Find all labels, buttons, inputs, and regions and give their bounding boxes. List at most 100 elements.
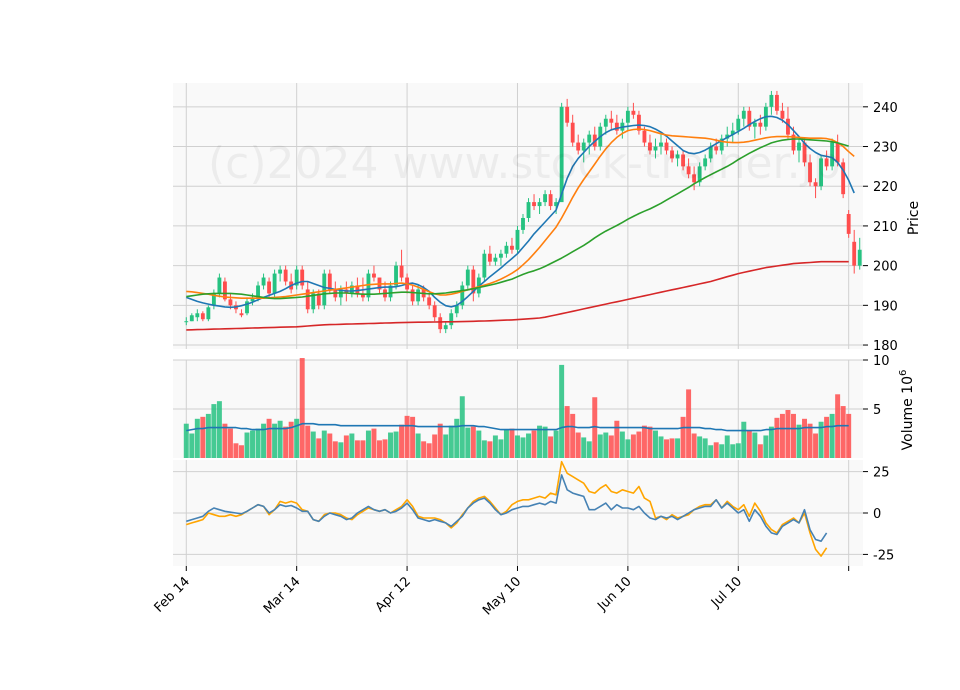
price-tick-label: 210 <box>873 220 898 235</box>
volume-bar <box>222 423 228 458</box>
volume-bar <box>592 397 598 458</box>
candle <box>708 142 713 163</box>
volume-bar <box>283 426 289 458</box>
volume-bar <box>327 433 333 458</box>
candle <box>631 102 636 119</box>
volume-bar <box>321 430 327 458</box>
candle <box>857 237 862 270</box>
candle-body <box>708 146 713 159</box>
candle <box>239 309 244 318</box>
candle-body <box>736 118 741 131</box>
candle <box>813 178 818 199</box>
candle-body <box>703 158 708 167</box>
volume-bar <box>630 434 636 458</box>
candle-body <box>537 202 542 207</box>
sma5-line <box>186 115 855 309</box>
candle-body <box>636 114 641 131</box>
volume-bar <box>244 432 250 458</box>
volume-bar <box>636 431 642 458</box>
candle-body <box>625 110 630 123</box>
candle-body <box>581 142 586 151</box>
candle <box>797 138 801 163</box>
volume-bar <box>459 396 465 458</box>
volume-bar <box>481 440 487 458</box>
volume-bar <box>266 418 272 458</box>
oscillator-tick-label: 0 <box>873 507 881 522</box>
candle-body <box>427 297 432 306</box>
candle-body <box>824 158 829 167</box>
candle-body <box>217 277 222 294</box>
candle-body <box>659 142 663 147</box>
volume-bar <box>559 364 565 458</box>
candle-body <box>305 289 310 310</box>
oscillator-tick-label: 25 <box>873 466 890 481</box>
candle-body <box>410 289 415 302</box>
volume-bar <box>840 406 846 458</box>
oscillator-tick-label: -25 <box>873 548 894 563</box>
volume-bar <box>647 426 653 458</box>
candle-body <box>681 154 686 167</box>
volume-bar <box>774 417 780 458</box>
volume-bar <box>768 426 774 458</box>
volume-bar <box>802 418 808 458</box>
candle-body <box>857 249 862 266</box>
candle-body <box>846 214 851 234</box>
candle <box>504 241 509 258</box>
candle <box>554 198 559 215</box>
candle <box>692 166 697 191</box>
price-tick-label: 230 <box>873 141 898 156</box>
volume-bar <box>354 440 360 458</box>
sma25-line <box>186 128 855 300</box>
candle-body <box>493 257 498 262</box>
candle <box>830 138 835 171</box>
candle <box>565 98 570 127</box>
candle <box>498 249 503 266</box>
candle <box>526 198 531 222</box>
volume-bar <box>708 445 714 458</box>
candle-body <box>432 305 437 318</box>
price-tick-label: 200 <box>873 260 898 275</box>
volume-bar <box>813 433 819 458</box>
candle <box>465 265 470 290</box>
volume-bar <box>735 443 741 458</box>
volume-bar <box>437 423 443 458</box>
candle-body <box>532 202 536 207</box>
candle <box>471 265 476 302</box>
volume-bar <box>443 434 449 458</box>
volume-bar <box>542 426 548 458</box>
candle <box>587 130 592 155</box>
volume-bar <box>432 434 438 458</box>
candle-body <box>786 118 790 135</box>
candle-body <box>327 273 332 290</box>
candle-body <box>355 285 360 294</box>
volume-bar <box>299 358 305 458</box>
candle-body <box>692 174 697 183</box>
candle-body <box>521 217 525 230</box>
volume-bar <box>724 435 730 458</box>
candle <box>189 313 194 322</box>
candle-body <box>206 307 211 320</box>
watermark: (c)2024 www.stock-trainer.jp <box>208 138 841 189</box>
candle <box>300 265 305 290</box>
candle <box>261 273 266 290</box>
volume-bar <box>702 438 708 458</box>
volume-bar <box>476 430 482 458</box>
volume-bar <box>261 423 267 458</box>
candle-body <box>670 150 674 159</box>
volume-bar <box>746 430 752 458</box>
volume-bar <box>531 430 537 458</box>
volume-bar <box>526 433 532 458</box>
volume-bar <box>454 418 460 458</box>
volume-bar <box>713 442 719 458</box>
candle <box>730 122 735 143</box>
price-axis-label: Price <box>906 201 922 235</box>
x-tick-label: Jul 10 <box>708 574 745 611</box>
candle <box>316 289 321 310</box>
candle-body <box>719 138 724 151</box>
volume-bar <box>537 425 543 458</box>
candle-body <box>714 146 719 151</box>
candle <box>427 293 432 310</box>
volume-bar <box>652 430 658 458</box>
candle-body <box>819 158 824 187</box>
candle-body <box>349 285 354 294</box>
